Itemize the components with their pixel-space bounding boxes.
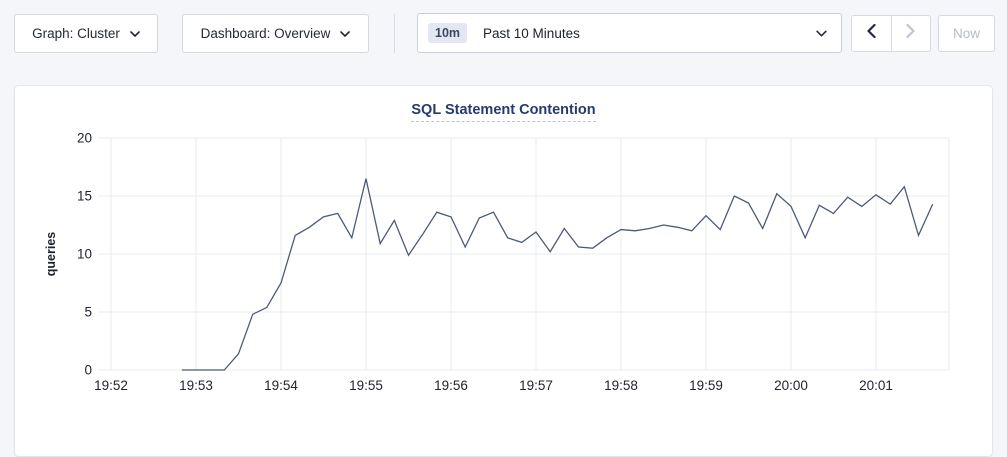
y-tick-label: 5 [84, 305, 92, 320]
time-shift-prev-button[interactable] [852, 16, 891, 51]
toolbar-divider [394, 14, 395, 53]
dashboard-dropdown-label: Dashboard: Overview [200, 26, 331, 41]
x-tick-label: 20:00 [774, 378, 808, 393]
x-tick-label: 19:55 [349, 378, 383, 393]
chevron-down-icon [340, 30, 351, 37]
y-axis-label: queries [44, 232, 58, 277]
y-tick-label: 15 [77, 189, 92, 204]
time-range-label: Past 10 Minutes [483, 25, 580, 41]
x-tick-label: 19:57 [519, 378, 553, 393]
x-tick-label: 19:59 [689, 378, 723, 393]
y-tick-label: 20 [77, 131, 92, 146]
chart-card: SQL Statement Contention 0 5 10 15 20 19:52 19… [14, 85, 993, 457]
x-tick-label: 19:54 [264, 378, 298, 393]
time-range-badge: 10m [428, 22, 468, 44]
sql-statement-contention-chart[interactable]: 0 5 10 15 20 19:52 19:53 19:54 19:55 19:56 19:57 19… [15, 116, 994, 448]
y-tick-label: 0 [84, 363, 92, 378]
y-tick-label: 10 [77, 247, 92, 262]
graph-scope-dropdown[interactable]: Graph: Cluster [14, 14, 158, 53]
x-tick-label: 20:01 [859, 378, 893, 393]
x-tick-label: 19:58 [604, 378, 638, 393]
x-tick-label: 19:56 [434, 378, 468, 393]
series-line-queries [181, 178, 934, 371]
chevron-down-icon [816, 30, 827, 37]
graph-scope-dropdown-label: Graph: Cluster [32, 26, 120, 41]
dashboard-dropdown[interactable]: Dashboard: Overview [182, 14, 369, 53]
x-tick-label: 19:53 [179, 378, 213, 393]
chevron-right-icon [906, 23, 915, 43]
now-button[interactable]: Now [938, 15, 995, 52]
time-range-dropdown[interactable]: 10m Past 10 Minutes [417, 13, 842, 53]
chevron-left-icon [867, 23, 876, 43]
time-shift-button-group [851, 15, 931, 52]
x-tick-label: 19:52 [94, 378, 128, 393]
chart-title-row: SQL Statement Contention [15, 101, 992, 122]
chart-title[interactable]: SQL Statement Contention [411, 102, 596, 122]
chart-axis-ticks: 0 5 10 15 20 19:52 19:53 19:54 19:55 19:56 19:57 19… [77, 131, 893, 394]
time-shift-next-button[interactable] [890, 16, 931, 51]
chevron-down-icon [130, 30, 140, 37]
chart-gridlines [98, 137, 950, 371]
